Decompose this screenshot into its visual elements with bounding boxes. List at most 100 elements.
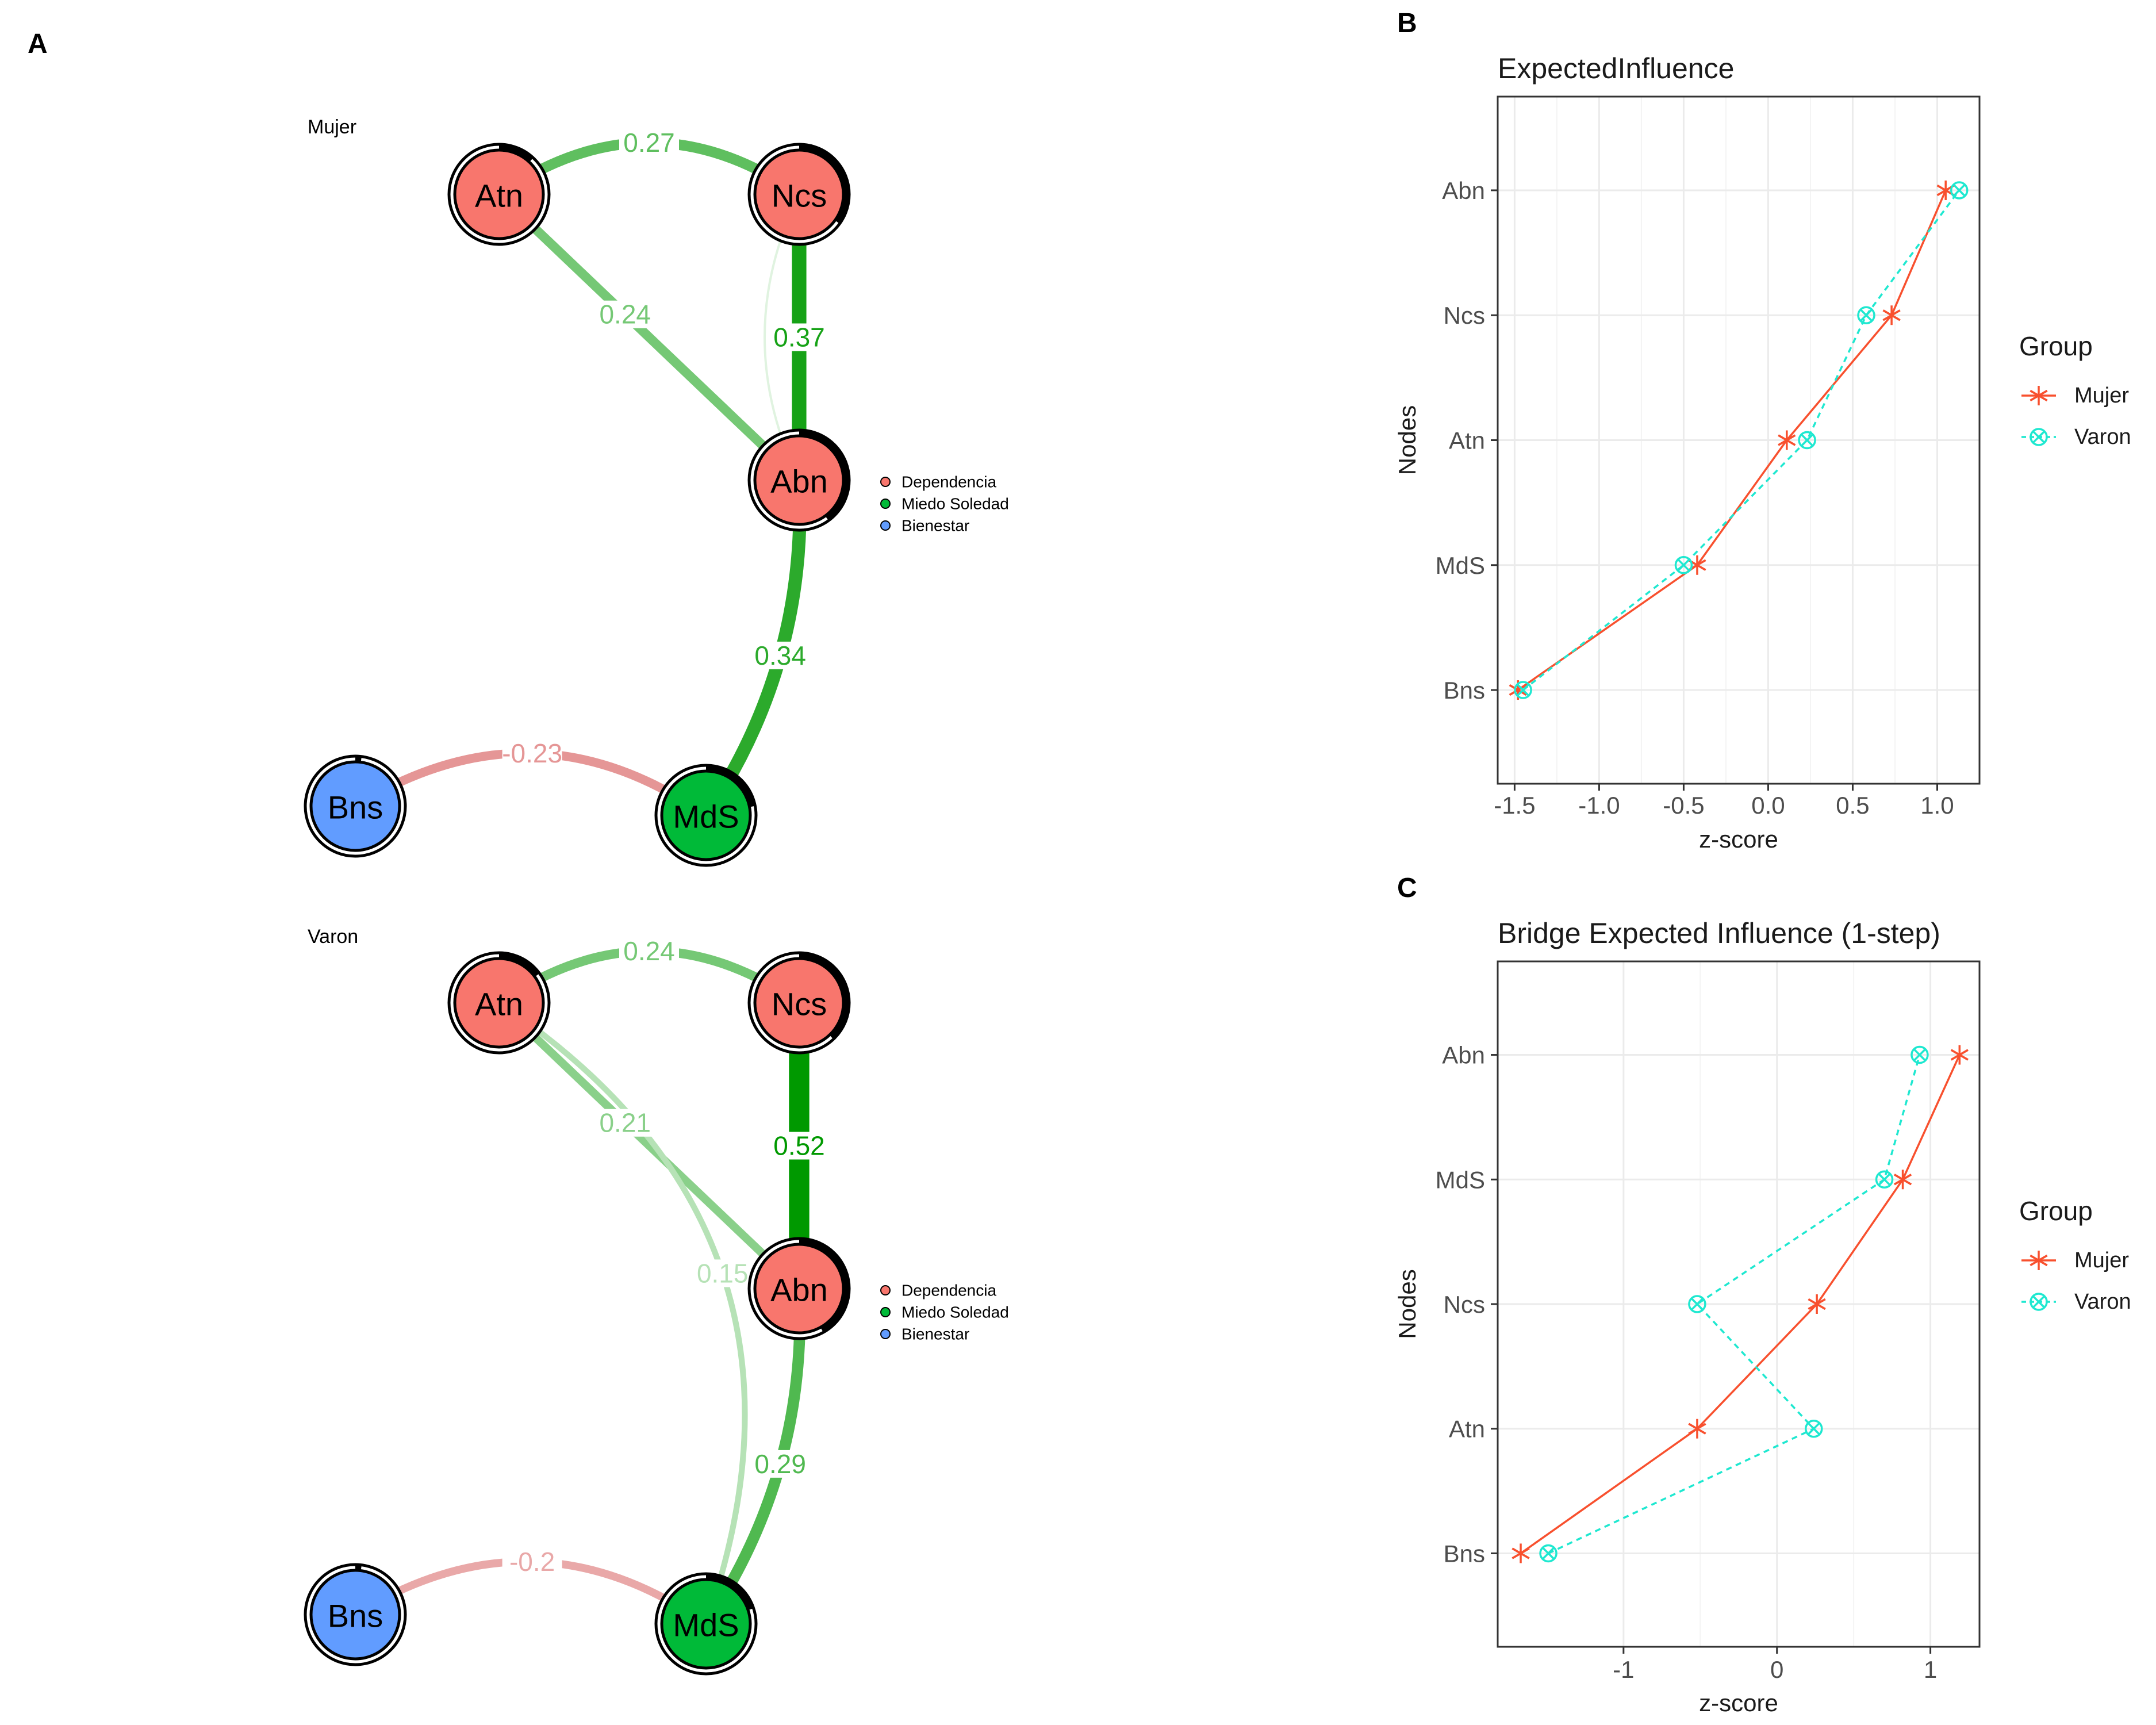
edge-atn-abn — [496, 191, 803, 484]
legend-swatch — [880, 477, 891, 487]
marker-stroke — [1875, 1170, 1894, 1189]
marker-asterisk — [1893, 1170, 1912, 1190]
marker-circle-x — [2030, 1293, 2048, 1311]
node-bns: Bns — [304, 754, 407, 858]
edge-label-bg — [769, 323, 829, 351]
legend-title: Group — [2019, 331, 2093, 361]
marker-stroke — [2030, 1254, 2048, 1267]
edge-label: 0.52 — [773, 1131, 825, 1161]
marker-circle-x — [1875, 1170, 1894, 1189]
edge-label-bg — [750, 1450, 811, 1478]
legend-label: Bienestar — [901, 517, 969, 535]
y-tick-label: Abn — [1442, 1042, 1485, 1069]
marker-stroke — [1911, 1045, 1929, 1064]
marker-stroke — [2030, 1293, 2048, 1311]
node-pie-arc — [498, 953, 539, 977]
y-axis-title: Nodes — [1394, 1269, 1421, 1339]
node-abn: Abn — [747, 428, 851, 532]
marker-asterisk — [1778, 430, 1796, 450]
edge-atn-abn — [496, 999, 802, 1292]
marker-circle-x — [1798, 431, 1816, 450]
x-tick-label: -1 — [1613, 1656, 1634, 1683]
marker-stroke — [1778, 434, 1796, 446]
series-line — [1522, 189, 1961, 691]
marker-asterisk — [1688, 1419, 1706, 1439]
x-axis-title: z-score — [1699, 1689, 1778, 1716]
network-title: Mujer — [308, 116, 356, 138]
node-label: Ncs — [772, 178, 827, 214]
edge-label-bg — [750, 641, 811, 669]
nodes: Atn Ncs Abn Bns MdS — [304, 143, 851, 867]
marker-stroke — [1878, 1173, 1891, 1186]
edge-label-bg — [502, 739, 562, 768]
node-circle — [309, 760, 401, 852]
chart-title: ExpectedInfluence — [1498, 52, 1734, 85]
node-pie-arc — [705, 765, 755, 807]
node-circle — [753, 148, 845, 240]
x-tick-label: 1 — [1924, 1656, 1937, 1683]
legend-label: Dependencia — [901, 1282, 996, 1300]
y-tick-label: Atn — [1449, 427, 1485, 454]
chart-bridge-expected-influence: Bridge Expected Influence (1-step) -1 0 1 Bn… — [1394, 917, 2131, 1716]
node-ncs: Ncs — [747, 143, 851, 246]
y-tick-label: Atn — [1449, 1416, 1485, 1443]
node-pie-arc — [498, 144, 534, 162]
marker-circle-x — [1539, 1544, 1557, 1563]
edge-label: 0.15 — [697, 1258, 749, 1288]
legend-label: Miedo Soledad — [901, 495, 1009, 513]
legend-label: Varon — [2074, 425, 2131, 449]
legend-swatch — [880, 1307, 891, 1317]
network-legend: Dependencia Miedo Soledad Bienestar — [880, 473, 1009, 535]
marker-circle-x — [1911, 1045, 1929, 1064]
edge-label-bg — [595, 1109, 655, 1137]
x-tick-label: 0.5 — [1836, 792, 1869, 819]
series-mujer — [1509, 180, 1955, 700]
legend-title: Group — [2019, 1196, 2093, 1226]
marker-circle-x — [1805, 1419, 1823, 1438]
node-label: MdS — [673, 799, 739, 835]
marker-stroke — [1690, 1297, 1704, 1311]
marker-stroke — [1952, 183, 1966, 197]
node-circle — [309, 1569, 401, 1661]
node-circle — [660, 1578, 752, 1670]
edge-label: 0.24 — [623, 936, 675, 966]
series-varon — [1514, 181, 1969, 699]
y-tick-label: MdS — [1436, 552, 1485, 579]
marker-stroke — [1857, 306, 1875, 324]
marker-stroke — [1913, 1048, 1926, 1061]
legend-label: Bienestar — [901, 1325, 969, 1343]
marker-asterisk — [1882, 305, 1901, 325]
series-mujer — [1511, 1045, 1969, 1563]
marker-stroke — [1805, 1419, 1823, 1438]
marker-stroke — [1859, 309, 1873, 322]
gridlines — [1498, 961, 1979, 1647]
node-label: Abn — [770, 1272, 828, 1308]
legend-item: Varon — [2021, 1290, 2131, 1314]
node-ncs: Ncs — [747, 951, 851, 1055]
legend-item: Mujer — [2021, 1248, 2129, 1272]
marker-stroke — [1511, 1547, 1530, 1559]
node-circle — [660, 769, 752, 861]
marker-stroke — [1808, 1298, 1826, 1310]
marker-stroke — [1894, 1174, 1912, 1186]
y-axis-title: Nodes — [1394, 405, 1421, 475]
node-pie-arc — [799, 144, 849, 224]
node-circle — [753, 434, 845, 526]
network-title: Varon — [308, 926, 358, 948]
marker-circle-x — [1950, 181, 1969, 200]
marker-stroke — [2030, 428, 2048, 446]
network-varon: Varon 0.24 0.21 0.52 0.15 0.29 -0.2 Atn Ncs Abn B… — [304, 926, 1009, 1676]
marker-asterisk — [1808, 1294, 1826, 1314]
nodes: Atn Ncs Abn Bns MdS — [304, 951, 851, 1676]
edge-label: 0.27 — [623, 128, 675, 158]
y-tick-label: Bns — [1444, 677, 1485, 704]
edge-labels: 0.24 0.21 0.52 0.15 0.29 -0.2 — [502, 936, 829, 1577]
legend-swatch — [880, 1329, 891, 1339]
panel-letter-a: A — [28, 29, 48, 59]
node-label: Atn — [475, 178, 523, 214]
marker-stroke — [2030, 389, 2048, 402]
marker-stroke — [1798, 431, 1816, 450]
node-bns: Bns — [304, 1563, 407, 1666]
legend-label: Miedo Soledad — [901, 1304, 1009, 1321]
marker-stroke — [1801, 434, 1814, 447]
